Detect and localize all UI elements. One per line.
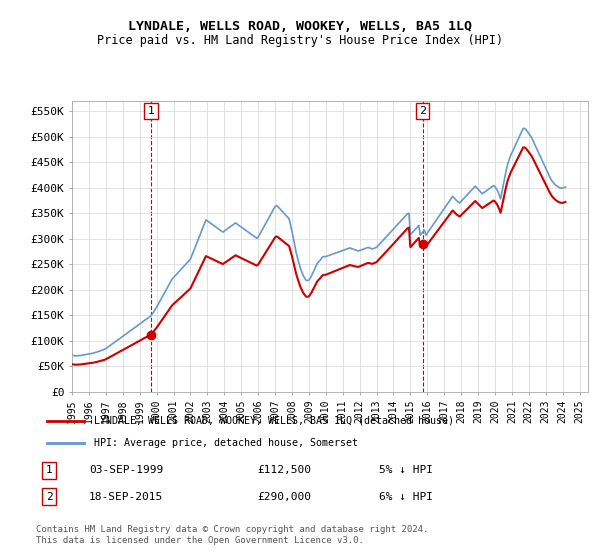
Text: 6% ↓ HPI: 6% ↓ HPI (379, 492, 433, 502)
Text: £290,000: £290,000 (258, 492, 312, 502)
Text: HPI: Average price, detached house, Somerset: HPI: Average price, detached house, Some… (94, 438, 358, 448)
Text: LYNDALE, WELLS ROAD, WOOKEY, WELLS, BA5 1LQ: LYNDALE, WELLS ROAD, WOOKEY, WELLS, BA5 … (128, 20, 472, 32)
Text: 2: 2 (46, 492, 53, 502)
Text: 1: 1 (148, 106, 155, 116)
Text: Contains HM Land Registry data © Crown copyright and database right 2024.
This d: Contains HM Land Registry data © Crown c… (36, 525, 428, 545)
Text: Price paid vs. HM Land Registry's House Price Index (HPI): Price paid vs. HM Land Registry's House … (97, 34, 503, 46)
Text: 18-SEP-2015: 18-SEP-2015 (89, 492, 163, 502)
Text: 2: 2 (419, 106, 426, 116)
Text: LYNDALE, WELLS ROAD, WOOKEY, WELLS, BA5 1LQ (detached house): LYNDALE, WELLS ROAD, WOOKEY, WELLS, BA5 … (94, 416, 454, 426)
Text: 5% ↓ HPI: 5% ↓ HPI (379, 465, 433, 475)
Text: 1: 1 (46, 465, 53, 475)
Text: £112,500: £112,500 (258, 465, 312, 475)
Text: 03-SEP-1999: 03-SEP-1999 (89, 465, 163, 475)
